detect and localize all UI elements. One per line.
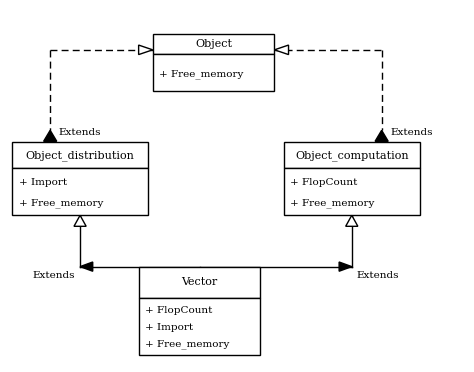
Polygon shape	[44, 130, 57, 141]
Text: + Import: + Import	[145, 323, 193, 332]
Text: Object_computation: Object_computation	[295, 150, 409, 161]
Polygon shape	[346, 215, 358, 226]
Bar	[284, 169, 419, 215]
Text: + FlopCount: + FlopCount	[291, 178, 358, 187]
Text: + Free_memory: + Free_memory	[159, 69, 244, 79]
Polygon shape	[74, 215, 86, 226]
Text: Extends: Extends	[390, 128, 433, 137]
Bar	[284, 142, 419, 169]
Polygon shape	[80, 262, 93, 271]
Bar	[12, 142, 148, 169]
Text: + FlopCount: + FlopCount	[145, 306, 212, 315]
Text: + Free_memory: + Free_memory	[291, 198, 375, 208]
Polygon shape	[375, 130, 388, 141]
Polygon shape	[274, 45, 289, 55]
Bar	[153, 34, 274, 54]
Text: Extends: Extends	[33, 271, 75, 280]
Polygon shape	[339, 262, 352, 271]
Text: Extends: Extends	[59, 128, 101, 137]
Polygon shape	[138, 45, 153, 55]
Text: + Import: + Import	[18, 178, 67, 187]
Bar	[153, 54, 274, 91]
Text: + Free_memory: + Free_memory	[18, 198, 103, 208]
Text: Vector: Vector	[182, 278, 218, 288]
Bar	[12, 169, 148, 215]
Text: Object: Object	[195, 39, 232, 49]
Text: Object_distribution: Object_distribution	[26, 150, 135, 161]
Text: Extends: Extends	[356, 271, 399, 280]
Text: + Free_memory: + Free_memory	[145, 340, 229, 349]
Bar	[138, 267, 260, 298]
Bar	[138, 298, 260, 355]
